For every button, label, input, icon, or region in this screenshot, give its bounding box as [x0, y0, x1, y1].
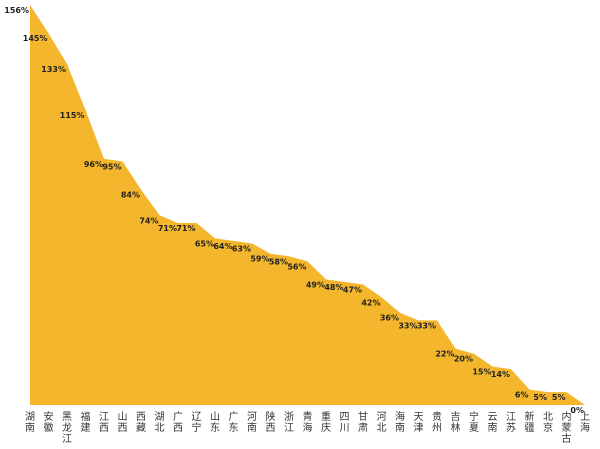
data-label: 42%	[361, 298, 380, 307]
x-tick-label: 内蒙古	[561, 412, 572, 445]
x-tick-label: 陕西	[265, 412, 276, 434]
x-tick-label: 重庆	[321, 412, 331, 434]
area-series	[30, 5, 585, 405]
x-tick-label: 宁夏	[469, 412, 479, 434]
data-label: 36%	[380, 314, 399, 323]
data-label: 65%	[195, 239, 214, 248]
x-tick-label: 辽宁	[191, 412, 202, 434]
x-tick-label: 海南	[395, 412, 405, 434]
data-label: 58%	[269, 257, 288, 266]
x-tick-label: 西藏	[136, 412, 146, 434]
x-tick-label: 新疆	[524, 412, 535, 434]
x-tick-label: 甘肃	[358, 412, 368, 434]
x-tick-label: 湖南	[25, 412, 35, 434]
data-label: 63%	[232, 244, 251, 253]
data-label: 33%	[398, 321, 417, 330]
x-tick-label: 广东	[228, 412, 239, 434]
data-label: 22%	[435, 350, 454, 359]
data-label: 145%	[23, 34, 48, 43]
data-label: 71%	[176, 224, 195, 233]
x-tick-label: 贵州	[432, 412, 442, 434]
x-tick-label: 北京	[543, 412, 553, 434]
x-tick-label: 福建	[80, 412, 91, 434]
data-label: 96%	[84, 160, 103, 169]
data-label: 84%	[121, 191, 140, 200]
x-tick-label: 吉林	[450, 412, 461, 434]
x-tick-label: 黑龙江	[62, 412, 72, 445]
data-label: 71%	[158, 224, 177, 233]
data-label: 5%	[552, 393, 566, 402]
data-label: 49%	[306, 280, 325, 289]
data-label: 47%	[343, 285, 362, 294]
x-tick-label: 广西	[173, 412, 183, 434]
x-tick-label: 天津	[413, 412, 424, 434]
x-tick-label: 河南	[247, 412, 257, 434]
x-tick-label: 湖北	[154, 412, 165, 434]
data-label: 33%	[417, 321, 436, 330]
data-label: 115%	[60, 111, 85, 120]
data-label: 0%	[570, 406, 584, 415]
x-tick-label: 浙江	[284, 412, 294, 434]
data-label: 6%	[515, 391, 529, 400]
data-label: 48%	[324, 283, 343, 292]
data-label: 5%	[533, 393, 547, 402]
data-label: 15%	[472, 368, 491, 377]
x-tick-label: 江西	[99, 412, 109, 434]
x-tick-label: 云南	[487, 412, 498, 434]
x-tick-label: 河北	[376, 412, 387, 434]
data-label: 59%	[250, 255, 269, 264]
data-label: 74%	[139, 216, 158, 225]
x-tick-label: 山西	[117, 412, 128, 434]
data-label: 64%	[213, 242, 232, 251]
data-label: 156%	[4, 6, 29, 15]
x-tick-label: 青海	[302, 412, 313, 434]
x-tick-label: 江苏	[506, 412, 516, 434]
x-tick-label: 山东	[210, 412, 220, 434]
x-tick-label: 四川	[339, 412, 350, 434]
data-label: 133%	[41, 65, 66, 74]
data-label: 56%	[287, 262, 306, 271]
x-tick-label: 上海	[580, 412, 590, 434]
data-label: 14%	[491, 370, 510, 379]
data-label: 20%	[454, 355, 473, 364]
data-label: 95%	[102, 162, 121, 171]
x-tick-label: 安徽	[43, 412, 54, 434]
